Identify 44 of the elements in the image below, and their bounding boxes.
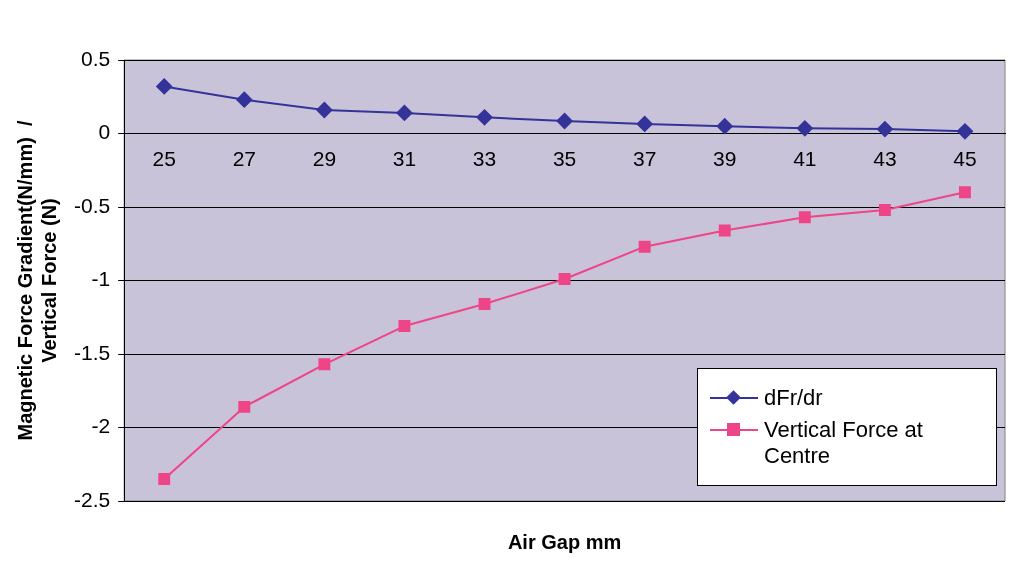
point <box>876 121 893 138</box>
point <box>798 211 811 224</box>
legend-label: Vertical Force at Centre <box>764 417 924 469</box>
y-axis-title: Magnetic Force Gradient(N/mm) / Vertical Force (N) <box>13 120 60 441</box>
point <box>478 298 491 310</box>
point <box>156 78 173 95</box>
point <box>556 113 573 130</box>
x-tick-label: 37 <box>632 146 657 170</box>
y-tick-label: -2 <box>91 414 111 438</box>
x-tick-label: 27 <box>232 146 256 170</box>
x-axis-title: Air Gap mm <box>506 531 623 554</box>
x-tick-label: 41 <box>793 146 817 170</box>
x-tick-label: 45 <box>953 146 977 170</box>
point <box>956 123 973 140</box>
legend-label: dFr/dr <box>764 385 823 411</box>
x-tick-label: 39 <box>713 146 737 170</box>
point <box>398 320 411 333</box>
point <box>878 203 891 216</box>
point <box>236 91 253 108</box>
point <box>316 101 333 118</box>
x-tick-label: 33 <box>472 146 497 170</box>
point <box>636 115 653 132</box>
y-tick-label: -2.5 <box>74 487 111 511</box>
y-tick-label: 0.5 <box>80 46 111 70</box>
y-tick-label: -1 <box>91 267 111 291</box>
point <box>638 240 651 253</box>
x-tick-label: 29 <box>312 146 337 170</box>
point <box>238 400 251 413</box>
point <box>718 224 731 237</box>
y-tick-label: 0 <box>98 120 111 144</box>
x-tick-label: 35 <box>552 146 577 170</box>
y-tick-label: -1.5 <box>74 340 111 364</box>
x-tick-label: 43 <box>873 146 897 170</box>
x-tick-label: 25 <box>152 146 176 170</box>
point <box>158 473 171 485</box>
point <box>558 273 571 285</box>
x-tick-label: 31 <box>392 146 417 170</box>
point <box>476 109 493 126</box>
point <box>796 120 813 137</box>
point <box>959 186 971 199</box>
point <box>716 118 733 135</box>
y-tick-label: -0.5 <box>74 193 111 217</box>
point <box>396 104 413 121</box>
point <box>318 358 331 371</box>
